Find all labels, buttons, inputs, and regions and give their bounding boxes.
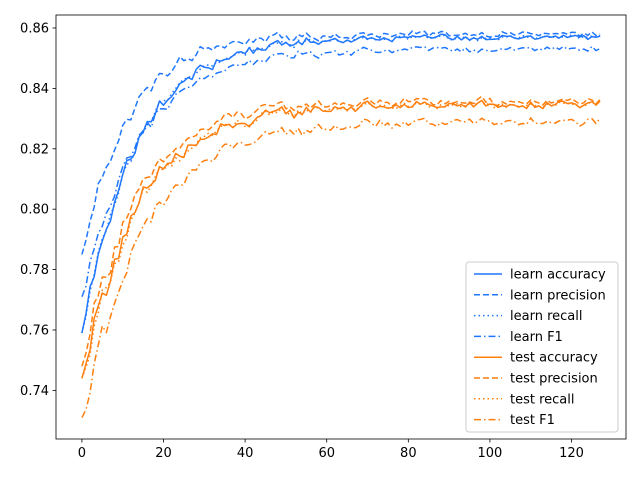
y-tick-label: 0.82 xyxy=(20,142,49,157)
legend-label: test accuracy xyxy=(510,351,598,366)
x-tick-label: 40 xyxy=(237,446,254,461)
x-tick-label: 80 xyxy=(400,446,417,461)
series-line-test-f1 xyxy=(81,117,601,418)
y-tick-label: 0.80 xyxy=(20,203,49,218)
legend-label: test precision xyxy=(510,372,598,387)
series-line-test-precision xyxy=(81,95,601,367)
x-tick-label: 120 xyxy=(559,446,584,461)
x-tick-label: 0 xyxy=(78,446,86,461)
series-layer xyxy=(81,30,601,418)
y-tick-label: 0.84 xyxy=(20,82,49,97)
y-tick-label: 0.74 xyxy=(20,384,49,399)
series-line-test-recall xyxy=(81,100,601,379)
legend: learn accuracy learn precision learn recal… xyxy=(465,261,619,433)
legend-label: learn recall xyxy=(510,309,582,324)
axes-layer: 0 20 40 60 80 100 120 0.74 0.76 0.78 0.80 0.82 0.84 0… xyxy=(20,14,627,461)
legend-label: learn accuracy xyxy=(510,268,606,283)
series-line-learn-f1 xyxy=(81,45,601,298)
legend-label: test recall xyxy=(510,392,575,407)
legend-label: test F1 xyxy=(510,413,555,428)
axes-frame xyxy=(55,14,627,440)
legend-box xyxy=(465,261,619,433)
y-tick-label: 0.86 xyxy=(20,21,49,36)
series-line-learn-recall xyxy=(81,33,601,334)
legend-label: learn precision xyxy=(510,288,606,303)
x-tick-label: 100 xyxy=(478,446,503,461)
series-line-learn-precision xyxy=(81,30,601,255)
y-tick-label: 0.76 xyxy=(20,323,49,338)
x-tick-label: 60 xyxy=(318,446,335,461)
x-tick-label: 20 xyxy=(155,446,172,461)
legend-label: learn F1 xyxy=(510,330,563,345)
y-tick-label: 0.78 xyxy=(20,263,49,278)
